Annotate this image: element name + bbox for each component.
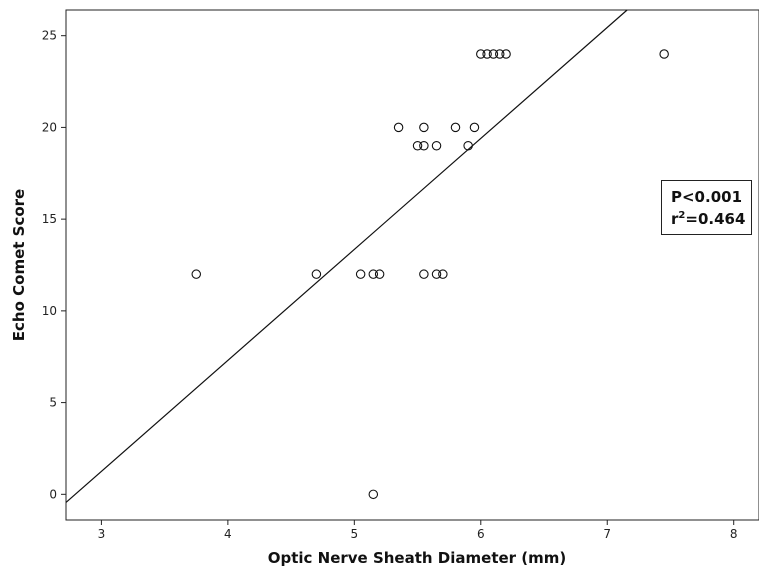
data-point [374, 269, 385, 279]
data-point [431, 269, 442, 279]
data-point [469, 122, 480, 133]
y-tick-label: 20 [42, 120, 57, 134]
x-tick-label: 5 [351, 527, 359, 541]
data-point [431, 141, 442, 151]
data-point [488, 49, 499, 59]
data-point [419, 122, 429, 133]
data-point [659, 49, 669, 59]
r-squared-value: =0.464 [685, 210, 746, 228]
r-squared-symbol: r [671, 210, 679, 228]
x-axis-title: Optic Nerve Sheath Diameter (mm) [268, 549, 567, 567]
regression-line [65, 9, 628, 503]
data-point [419, 269, 429, 279]
y-tick-label: 5 [49, 396, 57, 410]
data-point [450, 122, 461, 133]
x-tick-label: 6 [477, 527, 485, 541]
r-squared-text: r2=0.464 [671, 208, 751, 230]
y-tick-label: 0 [49, 487, 57, 501]
data-point [419, 141, 429, 151]
y-tick-label: 25 [42, 29, 57, 43]
data-point [495, 49, 505, 59]
stats-annotation-box: P<0.001 r2=0.464 [661, 180, 752, 235]
data-point [501, 49, 511, 59]
x-axis-ticks: 3 4 5 6 7 8 [98, 520, 738, 541]
x-tick-label: 4 [224, 527, 232, 541]
p-value-text: P<0.001 [671, 188, 743, 206]
x-tick-label: 7 [603, 527, 611, 541]
data-point [368, 489, 379, 500]
data-point [463, 141, 473, 151]
y-axis-title: Echo Comet Score [10, 189, 28, 341]
plot-frame [65, 9, 759, 521]
data-point [482, 49, 492, 59]
data-point [191, 269, 202, 279]
r-squared-exponent: 2 [678, 210, 686, 221]
data-points [191, 49, 669, 500]
data-point [476, 49, 486, 59]
y-tick-label: 10 [42, 304, 57, 318]
x-tick-label: 8 [730, 527, 738, 541]
data-point [412, 141, 423, 151]
x-tick-label: 3 [98, 527, 106, 541]
data-point [368, 269, 379, 279]
data-point [355, 269, 366, 279]
data-point [438, 269, 448, 279]
data-point [393, 122, 404, 133]
data-point [311, 269, 322, 279]
y-tick-label: 15 [42, 212, 57, 226]
y-axis-ticks: 0 5 10 15 20 25 [42, 29, 66, 501]
